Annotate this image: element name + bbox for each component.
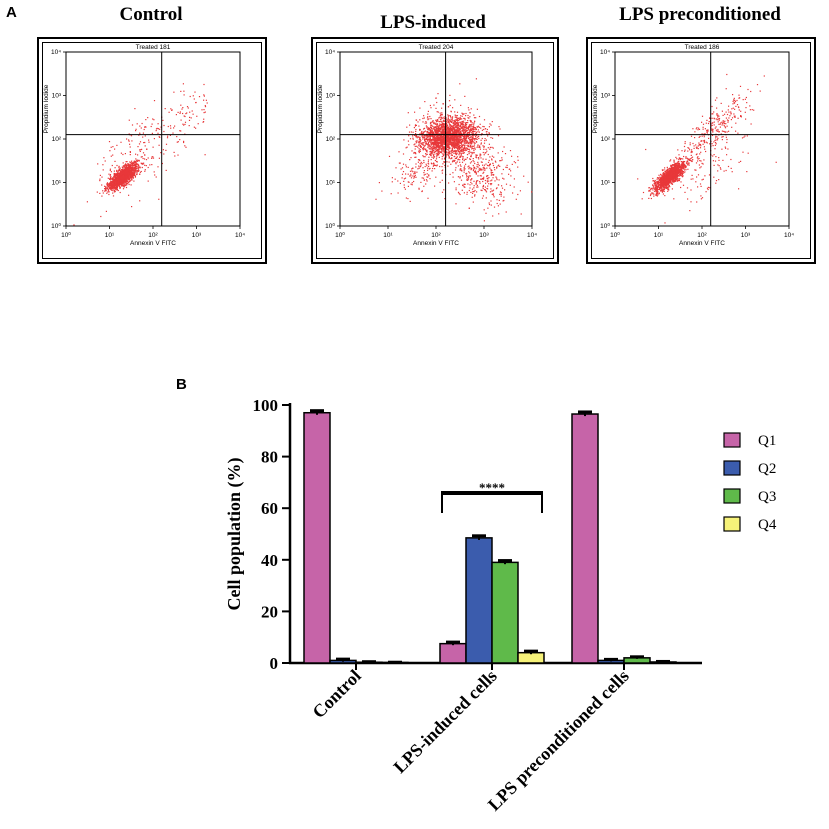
y-tick-label: 10⁴ — [600, 49, 610, 56]
bar-q1-1 — [439, 642, 467, 664]
legend-label-q1: Q1 — [758, 433, 776, 449]
y-tick-label: 100 — [253, 396, 279, 415]
legend-swatch-q3 — [723, 488, 741, 504]
bar-q3-1 — [491, 561, 519, 664]
legend-swatch-q4 — [723, 516, 741, 532]
panel-a-label: A — [6, 4, 17, 21]
y-tick-label: 0 — [270, 654, 279, 673]
legend-label-q4: Q4 — [758, 517, 777, 533]
y-tick-label: 10⁴ — [51, 49, 61, 56]
facs-sample-label: Treated 204 — [419, 44, 454, 51]
y-axis-title: Cell population (%) — [224, 457, 245, 610]
bar-q2-1 — [465, 537, 493, 664]
y-axis-title: Propidium Iodide — [317, 84, 324, 133]
x-category-label: LPS preconditioned cells — [484, 666, 633, 815]
y-tick-label: 10² — [52, 136, 62, 143]
x-axis-title: Annexin V FITC — [413, 240, 459, 247]
y-tick-label: 60 — [261, 499, 278, 518]
x-tick-label: 10² — [697, 232, 707, 239]
x-tick-label: 10⁴ — [527, 232, 537, 239]
x-tick-label: 10¹ — [654, 232, 664, 239]
y-tick-label: 10⁰ — [325, 222, 335, 230]
legend-label-q2: Q2 — [758, 461, 776, 477]
x-tick-label: 10¹ — [105, 232, 115, 239]
x-tick-label: 10⁴ — [784, 232, 794, 239]
y-tick-label: 10⁴ — [325, 49, 335, 56]
y-axis-title: Propidium Iodide — [43, 84, 50, 133]
y-tick-label: 10¹ — [601, 180, 611, 187]
x-tick-label: 10⁰ — [335, 231, 345, 239]
facs-title-control: Control — [119, 4, 183, 25]
facs-title-lps-induced: LPS-induced — [380, 12, 486, 33]
x-tick-label: 10³ — [192, 232, 202, 239]
y-tick-label: 10² — [601, 136, 611, 143]
x-category-label: Control — [308, 666, 364, 722]
bar-q1-2 — [571, 413, 599, 664]
y-tick-label: 10³ — [326, 93, 336, 100]
x-tick-label: 10³ — [479, 232, 489, 239]
y-tick-label: 80 — [261, 448, 278, 467]
panel-b-label: B — [176, 376, 187, 393]
x-tick-label: 10⁴ — [235, 232, 245, 239]
legend-swatch-q2 — [723, 460, 741, 476]
y-tick-label: 10³ — [52, 93, 62, 100]
x-tick-label: 10⁰ — [610, 231, 620, 239]
facs-plot-lps-preconditioned: Treated 186 10⁰ 10¹ 10² 10³ 10⁴ 10⁰ 10¹ 10² 10³ 10… — [592, 44, 794, 247]
x-category-label: LPS-induced cells — [389, 666, 500, 777]
x-tick-label: 10² — [431, 232, 441, 239]
facs-sample-label: Treated 181 — [136, 44, 171, 51]
legend-label-q3: Q3 — [758, 489, 776, 505]
x-axis-title: Annexin V FITC — [679, 240, 725, 247]
x-axis-title: Annexin V FITC — [130, 240, 176, 247]
facs-plot-control: Treated 181 10⁰ 10¹ 10² 10³ 10⁴ 10⁰ 10¹ 10² 10³ 10… — [43, 44, 245, 247]
dot-cloud — [637, 73, 777, 224]
y-tick-label: 10⁰ — [600, 222, 610, 230]
y-tick-label: 20 — [261, 602, 278, 621]
y-tick-label: 10¹ — [326, 180, 336, 187]
legend-swatch-q1 — [723, 432, 741, 448]
x-tick-label: 10³ — [741, 232, 751, 239]
facs-title-lps-preconditioned: LPS preconditioned — [619, 4, 781, 25]
facs-plot-lps-induced: Treated 204 10⁰ 10¹ 10² 10³ 10⁴ 10⁰ 10¹ 10² 10³ 10… — [317, 44, 537, 247]
y-axis-title: Propidium Iodide — [592, 84, 599, 133]
y-tick-label: 10³ — [601, 93, 611, 100]
x-tick-label: 10⁰ — [61, 231, 71, 239]
dot-cloud — [73, 83, 208, 226]
x-tick-label: 10² — [148, 232, 158, 239]
y-tick-label: 40 — [261, 551, 278, 570]
bar-q1-0 — [303, 411, 331, 664]
y-tick-label: 10² — [326, 136, 336, 143]
y-tick-label: 10¹ — [52, 180, 62, 187]
significance-label: **** — [479, 480, 505, 495]
facs-sample-label: Treated 186 — [685, 44, 720, 51]
x-tick-label: 10¹ — [383, 232, 393, 239]
y-tick-label: 10⁰ — [51, 222, 61, 230]
